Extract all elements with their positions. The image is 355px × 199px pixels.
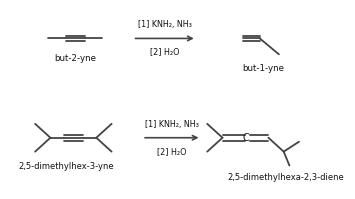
Text: [2] H₂O: [2] H₂O <box>150 47 179 56</box>
Text: [2] H₂O: [2] H₂O <box>157 147 187 156</box>
Text: [1] KNH₂, NH₃: [1] KNH₂, NH₃ <box>138 20 192 29</box>
Text: but-2-yne: but-2-yne <box>54 54 96 63</box>
Text: but-1-yne: but-1-yne <box>242 64 285 73</box>
Text: C: C <box>242 133 249 143</box>
Text: [1] KNH₂, NH₃: [1] KNH₂, NH₃ <box>145 120 199 129</box>
Text: 2,5-dimethylhex-3-yne: 2,5-dimethylhex-3-yne <box>18 162 114 171</box>
Text: 2,5-dimethylhexa-2,3-diene: 2,5-dimethylhexa-2,3-diene <box>227 174 344 182</box>
